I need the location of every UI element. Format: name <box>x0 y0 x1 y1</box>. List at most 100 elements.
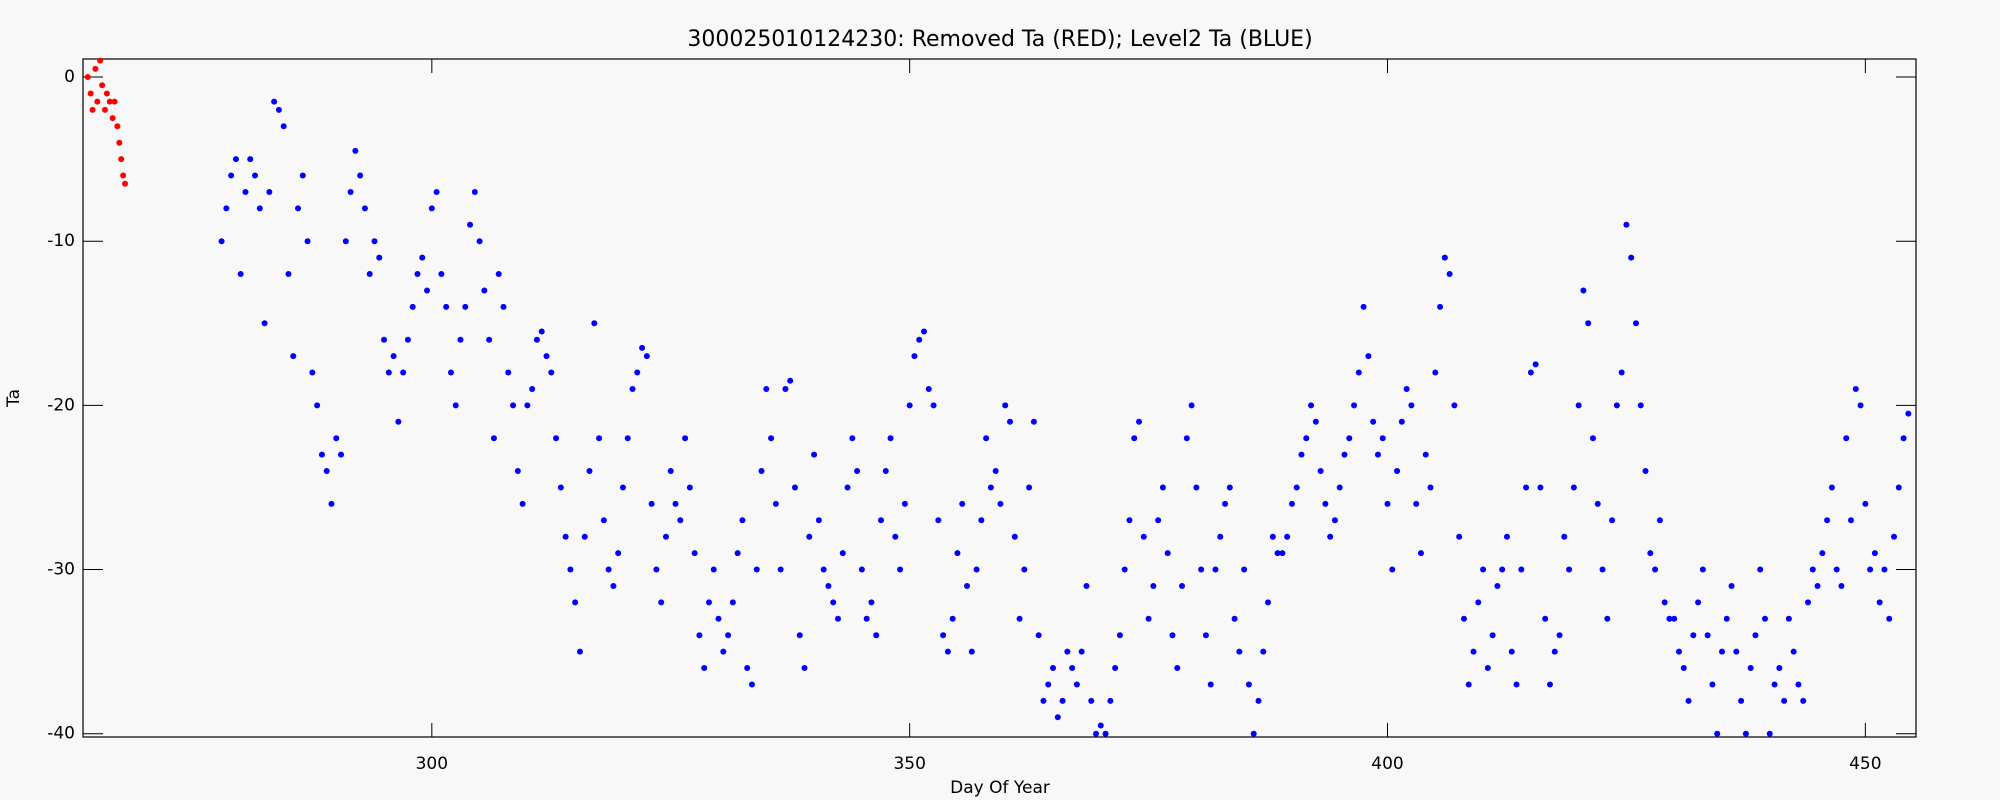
data-point <box>634 369 641 376</box>
data-point <box>1188 402 1195 409</box>
plot-frame <box>82 58 1917 738</box>
data-point <box>1279 550 1286 557</box>
data-point <box>1795 681 1802 688</box>
data-point <box>1886 615 1893 622</box>
data-point <box>1226 484 1233 491</box>
data-point <box>591 320 598 327</box>
data-point <box>925 385 932 392</box>
data-point <box>247 156 254 163</box>
data-point <box>1757 566 1764 573</box>
data-point <box>758 468 765 475</box>
data-point <box>1030 418 1037 425</box>
data-point <box>1417 550 1424 557</box>
data-point <box>1666 615 1673 622</box>
data-point <box>218 238 225 245</box>
data-point <box>1709 681 1716 688</box>
data-point <box>624 435 631 442</box>
data-point <box>529 385 536 392</box>
data-point <box>400 369 407 376</box>
data-point <box>648 500 655 507</box>
data-point <box>1336 484 1343 491</box>
data-point <box>557 484 564 491</box>
data-point <box>1828 484 1835 491</box>
data-point <box>92 65 99 72</box>
data-point <box>1747 665 1754 672</box>
data-point <box>1523 484 1530 491</box>
data-point <box>1833 566 1840 573</box>
data-point <box>1159 484 1166 491</box>
data-point <box>1059 697 1066 704</box>
data-point <box>1876 599 1883 606</box>
data-point <box>1499 566 1506 573</box>
data-point <box>825 582 832 589</box>
data-point <box>619 484 626 491</box>
data-point <box>1905 410 1912 417</box>
data-point <box>1078 648 1085 655</box>
data-point <box>729 599 736 606</box>
data-point <box>1695 599 1702 606</box>
data-point <box>1207 681 1214 688</box>
data-point <box>256 205 263 212</box>
data-point <box>596 435 603 442</box>
data-point <box>739 517 746 524</box>
chart-title: 300025010124230: Removed Ta (RED); Level… <box>687 27 1312 52</box>
data-point <box>940 632 947 639</box>
data-point <box>1580 287 1587 294</box>
data-point <box>328 500 335 507</box>
data-point <box>1480 566 1487 573</box>
data-point <box>395 418 402 425</box>
data-point <box>443 303 450 310</box>
data-point <box>1604 615 1611 622</box>
data-point <box>705 599 712 606</box>
data-point <box>1379 435 1386 442</box>
data-point <box>1384 500 1391 507</box>
data-point <box>1116 632 1123 639</box>
data-point <box>968 648 975 655</box>
data-point <box>944 648 951 655</box>
data-point <box>490 435 497 442</box>
data-point <box>1284 533 1291 540</box>
data-point <box>533 336 540 343</box>
data-point <box>1360 303 1367 310</box>
data-point <box>1236 648 1243 655</box>
data-point <box>467 221 474 228</box>
data-point <box>806 533 813 540</box>
data-point <box>1891 533 1898 540</box>
data-point <box>830 599 837 606</box>
data-point <box>1733 648 1740 655</box>
data-point <box>1819 550 1826 557</box>
data-point <box>1222 500 1229 507</box>
data-point <box>548 369 555 376</box>
data-point <box>285 271 292 278</box>
data-point <box>1011 533 1018 540</box>
data-point <box>858 566 865 573</box>
data-point <box>275 106 282 113</box>
data-point <box>486 336 493 343</box>
data-point <box>1575 402 1582 409</box>
data-point <box>1026 484 1033 491</box>
data-point <box>1532 361 1539 368</box>
data-point <box>519 500 526 507</box>
data-point <box>605 566 612 573</box>
data-point <box>1331 517 1338 524</box>
data-point <box>1016 615 1023 622</box>
data-point <box>629 385 636 392</box>
data-point <box>1484 665 1491 672</box>
data-point <box>228 172 235 179</box>
data-point <box>390 353 397 360</box>
data-point <box>1102 730 1109 737</box>
data-point <box>930 402 937 409</box>
data-point <box>1508 648 1515 655</box>
data-point <box>720 648 727 655</box>
x-tick-label: 300 <box>416 754 448 774</box>
data-point <box>232 156 239 163</box>
data-point <box>600 517 607 524</box>
data-point <box>567 566 574 573</box>
data-point <box>1613 402 1620 409</box>
data-point <box>323 468 330 475</box>
data-point <box>1551 648 1558 655</box>
data-point <box>834 615 841 622</box>
data-point <box>1217 533 1224 540</box>
